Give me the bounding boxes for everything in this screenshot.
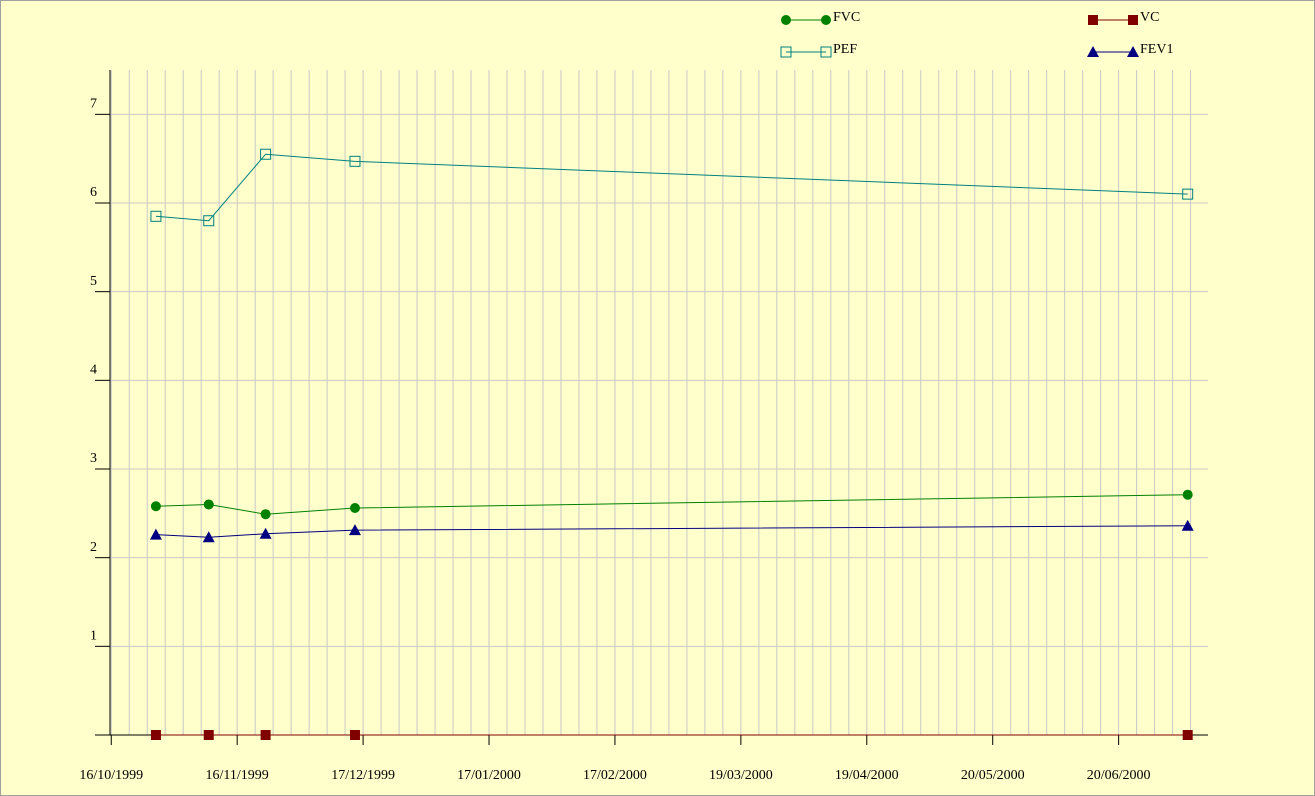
- marker: [1182, 188, 1194, 200]
- legend-marker: [1127, 46, 1139, 57]
- marker: [150, 210, 162, 222]
- x-tick-label: 20/05/2000: [961, 768, 1025, 783]
- legend-marker: [820, 46, 832, 58]
- marker: [203, 499, 214, 510]
- y-tick-label: 3: [90, 451, 97, 466]
- y-tick-label: 5: [90, 274, 97, 289]
- legend-marker: [781, 15, 791, 25]
- legend-label: FEV1: [1140, 42, 1173, 57]
- y-tick-label: 2: [90, 540, 97, 555]
- marker: [203, 730, 214, 740]
- legend-marker: [1087, 46, 1099, 57]
- marker: [260, 148, 272, 160]
- marker: [349, 503, 360, 514]
- marker: [1182, 730, 1193, 740]
- legend-label: FVC: [833, 10, 860, 25]
- x-tick-label: 17/01/2000: [457, 768, 521, 783]
- marker: [348, 524, 361, 536]
- x-tick-label: 16/10/1999: [79, 768, 143, 783]
- y-tick-label: 7: [90, 97, 97, 112]
- marker: [1181, 519, 1194, 531]
- y-tick-label: 4: [90, 363, 97, 378]
- marker: [150, 730, 161, 740]
- legend-marker: [780, 46, 792, 58]
- legend-marker: [821, 15, 831, 25]
- marker: [260, 509, 271, 520]
- y-tick-label: 1: [90, 629, 97, 644]
- marker: [260, 730, 271, 740]
- marker: [349, 155, 361, 167]
- legend-label: VC: [1140, 10, 1159, 25]
- marker: [149, 528, 162, 540]
- marker: [259, 527, 272, 539]
- x-tick-label: 17/12/1999: [331, 768, 395, 783]
- x-tick-label: 19/03/2000: [709, 768, 773, 783]
- x-tick-label: 16/11/1999: [206, 768, 269, 783]
- marker: [349, 730, 360, 740]
- legend-marker: [1128, 15, 1138, 25]
- x-tick-label: 19/04/2000: [835, 768, 899, 783]
- legend-label: PEF: [833, 42, 857, 57]
- legend-marker: [1088, 15, 1098, 25]
- marker: [202, 531, 215, 543]
- series-line: [155, 153, 1188, 222]
- x-tick-label: 20/06/2000: [1087, 768, 1151, 783]
- marker: [1182, 489, 1193, 500]
- x-tick-label: 17/02/2000: [583, 768, 647, 783]
- marker: [150, 501, 161, 512]
- marker: [203, 215, 215, 227]
- y-tick-label: 6: [90, 185, 97, 200]
